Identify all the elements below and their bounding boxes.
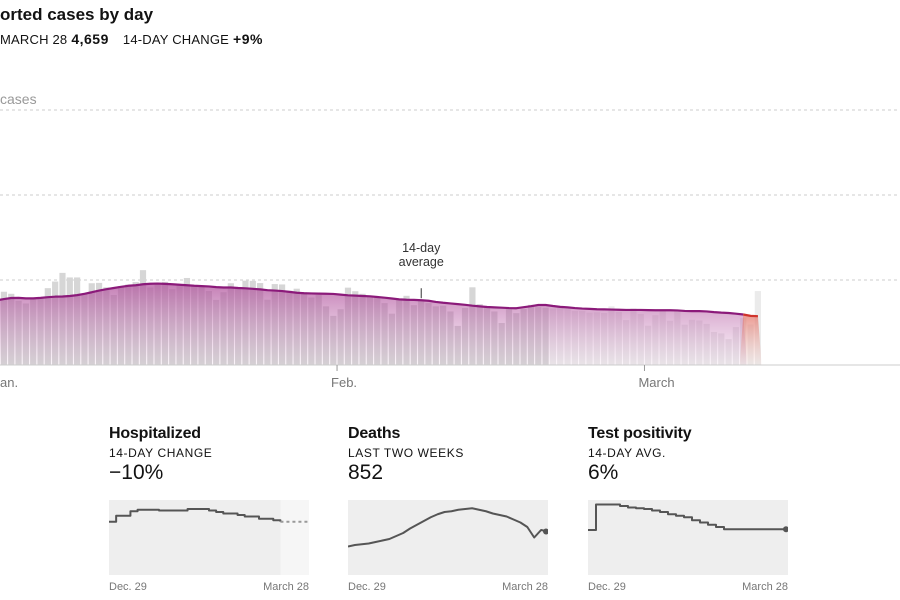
stat-date-label: MARCH 28 — [0, 32, 68, 47]
stats-row: MARCH 28 4,659 14-DAY CHANGE +9% — [0, 31, 277, 47]
test-positivity-card: Test positivity 14-DAY AVG. 6% Dec. 29 M… — [588, 425, 798, 593]
deaths-spark-line — [348, 507, 548, 548]
annotation-line-1: 14-day — [402, 241, 441, 255]
test-positivity-value: 6% — [588, 461, 619, 484]
stat-change-label: 14-DAY CHANGE — [122, 32, 230, 47]
deaths-value: 852 — [348, 461, 384, 484]
hospitalized-end-label: March 28 — [263, 581, 309, 593]
average-line-red — [743, 313, 758, 318]
deaths-spark-end-dot — [543, 528, 548, 535]
annotation-line-2: average — [399, 255, 444, 269]
y-axis-label: cases — [0, 91, 37, 107]
deaths-subtitle: LAST TWO WEEKS — [348, 446, 464, 460]
hospitalized-title: Hospitalized — [109, 425, 201, 442]
chart-title: orted cases by day — [0, 5, 154, 24]
average-area-red — [739, 314, 762, 365]
stat-change-value: +9% — [233, 31, 263, 47]
average-area-purple — [0, 283, 747, 365]
hospitalized-sparkline — [109, 500, 309, 575]
x-tick-label-0: an. — [0, 375, 18, 390]
hospitalized-card: Hospitalized 14-DAY CHANGE −10% Dec. 29 … — [109, 425, 319, 593]
average-line-purple — [0, 282, 744, 316]
hospitalized-spark-recent — [280, 500, 309, 575]
stat-count: 4,659 — [71, 31, 109, 47]
test-positivity-spark-bg — [588, 500, 788, 575]
hospitalized-subtitle: 14-DAY CHANGE — [109, 446, 213, 460]
test-positivity-spark-line — [588, 503, 788, 531]
test-positivity-sparkline — [588, 500, 788, 575]
test-positivity-start-label: Dec. 29 — [588, 581, 626, 593]
hospitalized-spark-line — [109, 508, 282, 523]
test-positivity-subtitle: 14-DAY AVG. — [588, 446, 666, 460]
hospitalized-spark-bg — [109, 500, 309, 575]
x-tick-label-2: March — [638, 375, 674, 390]
deaths-title: Deaths — [348, 425, 401, 442]
deaths-sparkline — [348, 500, 548, 575]
x-tick-label-1: Feb. — [331, 375, 357, 390]
test-positivity-spark-end-dot — [783, 526, 788, 533]
test-positivity-title: Test positivity — [588, 425, 692, 442]
test-positivity-end-label: March 28 — [742, 581, 788, 593]
deaths-start-label: Dec. 29 — [348, 581, 386, 593]
deaths-end-label: March 28 — [502, 581, 548, 593]
hospitalized-start-label: Dec. 29 — [109, 581, 147, 593]
deaths-card: Deaths LAST TWO WEEKS 852 Dec. 29 March … — [348, 425, 558, 593]
hospitalized-value: −10% — [109, 461, 164, 484]
